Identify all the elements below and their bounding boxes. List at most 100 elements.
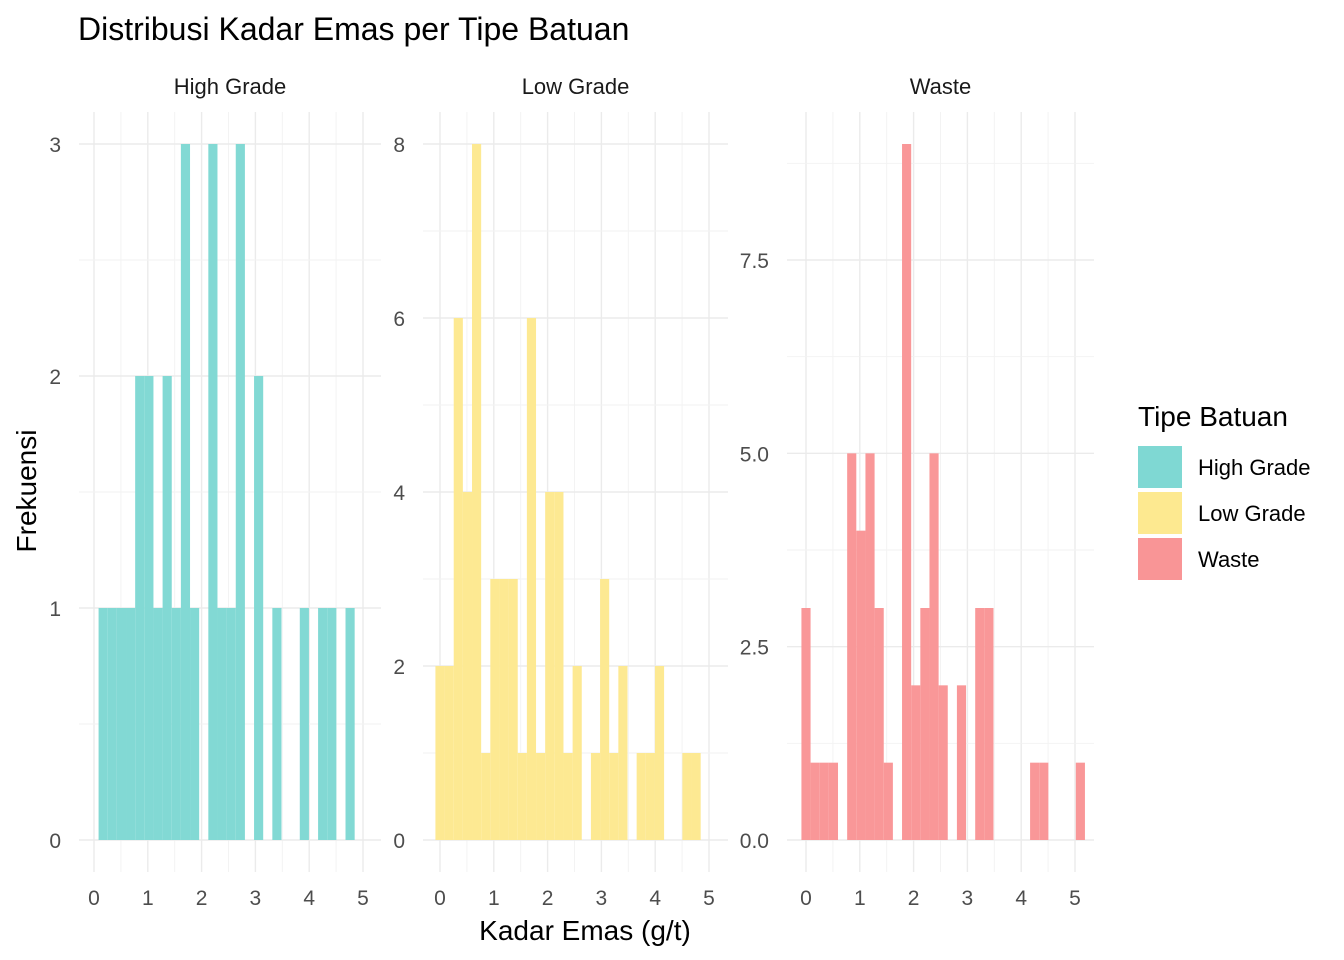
histogram-bar: [171, 608, 181, 840]
histogram-bar: [235, 144, 245, 840]
legend: Tipe Batuan High Grade Low Grade Waste: [1138, 401, 1311, 580]
y-tick-label: 0: [49, 830, 61, 853]
y-tick-label: 2.5: [740, 637, 769, 660]
histogram-bar: [126, 608, 136, 840]
legend-title: Tipe Batuan: [1138, 401, 1288, 432]
facet-strip-label: Waste: [910, 74, 972, 99]
facet-panels: High Grade 0 1 2 3 0 1 2 3 4 5 Low Grade 0 2 4 6 8 0 1 2 3 4 5…: [49, 74, 1094, 910]
x-tick-label: 4: [303, 887, 315, 910]
histogram-bar: [162, 376, 172, 840]
y-tick-label: 0.0: [740, 830, 769, 853]
histogram-bar: [472, 144, 482, 840]
histogram-bar: [98, 608, 108, 840]
histogram-bar: [107, 608, 117, 840]
histogram-bar: [217, 608, 227, 840]
histogram-bar: [453, 318, 463, 840]
x-tick-label: 3: [962, 887, 974, 910]
histogram-bar: [929, 453, 939, 840]
histogram-bar: [318, 608, 328, 840]
legend-label: Waste: [1198, 547, 1260, 572]
x-tick-label: 2: [908, 887, 920, 910]
histogram-bar: [819, 762, 829, 840]
x-tick-label: 0: [800, 887, 812, 910]
histogram-bar: [1030, 762, 1040, 840]
x-axis-title: Kadar Emas (g/t): [479, 915, 691, 946]
histogram-bar: [600, 579, 610, 840]
histogram-bar: [865, 453, 875, 840]
histogram-bar: [444, 666, 454, 840]
histogram-bar: [180, 144, 191, 840]
histogram-bar: [435, 666, 445, 840]
histogram-bar: [911, 685, 921, 840]
histogram-bar: [345, 608, 355, 840]
histogram-bar: [144, 376, 154, 840]
histogram-bar: [272, 608, 282, 840]
histogram-bar: [691, 753, 701, 840]
histogram-bar: [508, 579, 518, 840]
x-tick-label: 5: [703, 887, 715, 910]
histogram-bar: [462, 492, 473, 840]
histogram-bar: [526, 318, 537, 840]
y-tick-label: 1: [49, 598, 61, 621]
histogram-bar: [1075, 762, 1085, 840]
histogram-bar: [609, 753, 619, 840]
y-tick-label: 2: [49, 366, 61, 389]
x-tick-label: 3: [250, 887, 262, 910]
y-tick-label: 5.0: [740, 443, 769, 466]
x-tick-label: 3: [596, 887, 608, 910]
histogram-bar: [517, 753, 527, 840]
y-tick-label: 6: [393, 308, 405, 331]
x-tick-label: 1: [854, 887, 866, 910]
y-tick-label: 8: [393, 134, 405, 157]
histogram-bar: [920, 608, 930, 840]
histogram-bar: [135, 376, 145, 840]
facet-strip-label: Low Grade: [522, 74, 630, 99]
histogram-bar: [499, 579, 509, 840]
histogram-bar: [856, 530, 866, 840]
histogram-bar: [801, 608, 811, 840]
histogram-bar: [938, 685, 948, 840]
x-tick-label: 2: [196, 887, 208, 910]
x-tick-label: 5: [1069, 887, 1081, 910]
histogram-bar: [1039, 762, 1049, 840]
x-tick-label: 5: [357, 887, 369, 910]
histogram-bar: [636, 753, 646, 840]
legend-label: Low Grade: [1198, 501, 1306, 526]
histogram-bar: [554, 492, 564, 840]
histogram-bar: [618, 666, 628, 840]
histogram-bar: [874, 608, 884, 840]
histogram-bar: [810, 762, 820, 840]
histogram-bar: [153, 608, 163, 840]
histogram-bar: [254, 376, 264, 840]
legend-key: [1138, 446, 1182, 488]
x-tick-label: 4: [1015, 887, 1027, 910]
histogram-bar: [190, 608, 200, 840]
y-tick-label: 3: [49, 134, 61, 157]
histogram-bar: [984, 608, 994, 840]
histogram-bar: [490, 579, 500, 840]
y-tick-label: 4: [393, 482, 405, 505]
x-tick-label: 0: [434, 887, 446, 910]
legend-key: [1138, 492, 1182, 534]
histogram-bar: [481, 753, 491, 840]
histogram-bar: [902, 144, 912, 840]
legend-key: [1138, 538, 1182, 580]
histogram-bar: [116, 608, 127, 840]
y-tick-label: 2: [393, 656, 405, 679]
facet-high-grade: High Grade 0 1 2 3 0 1 2 3 4 5: [49, 74, 381, 910]
y-tick-label: 0: [393, 830, 405, 853]
facet-waste: Waste 0.0 2.5 5.0 7.5 0 1 2 3 4 5: [740, 74, 1094, 910]
x-tick-label: 0: [88, 887, 100, 910]
chart-title: Distribusi Kadar Emas per Tipe Batuan: [78, 11, 629, 47]
histogram-bar: [956, 685, 967, 840]
legend-label: High Grade: [1198, 455, 1311, 480]
histogram-bar: [975, 608, 985, 840]
histogram-bar: [828, 762, 839, 840]
histogram-bar: [590, 753, 601, 840]
histogram-bar: [327, 608, 337, 840]
histogram-bar: [883, 762, 893, 840]
x-tick-label: 1: [488, 887, 500, 910]
y-axis-title: Frekuensi: [11, 430, 42, 553]
x-tick-label: 1: [142, 887, 154, 910]
